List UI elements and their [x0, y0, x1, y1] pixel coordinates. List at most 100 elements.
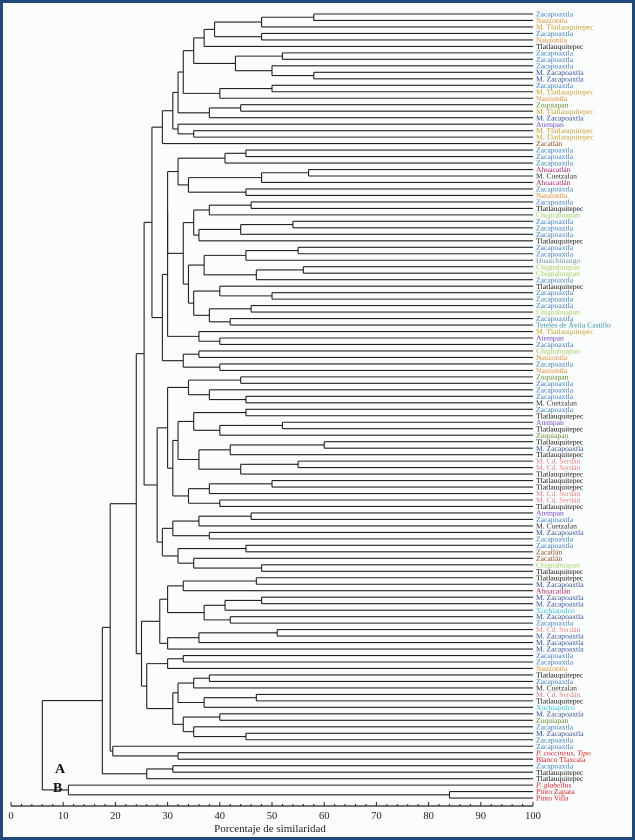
leaf-label: Tlatlauquitepec — [536, 282, 584, 291]
leaf-label: Chignahuapan — [536, 308, 580, 317]
leaf-label: M. Cuetzalan — [536, 398, 577, 407]
leaf-label: M. Cuetzalan — [536, 522, 577, 531]
leaf-label: Tlatlauquitepec — [536, 671, 584, 680]
leaf-label: Zacapoaxtla — [536, 61, 574, 70]
leaf-label: Zacapoaxtla — [536, 619, 574, 628]
leaf-label: M. Cuetzalan — [536, 172, 577, 181]
leaf-label: Zacapoaxtla — [536, 541, 574, 550]
leaf-label: Zacapoaxtla — [536, 275, 574, 284]
leaf-label: M. Tlatlauquitepec — [536, 87, 594, 96]
leaf-label: Chignahuapan — [536, 210, 580, 219]
tick-label: 100 — [525, 811, 541, 822]
x-axis-title: Porcentaje de similaridad — [214, 823, 326, 835]
leaf-label: Teteles de Ávila Castillo — [536, 320, 611, 330]
leaf-label: M. Cd. Serdán — [536, 463, 580, 472]
leaf-label: P. glabellus — [535, 781, 571, 790]
leaf-label: M. Zacapoaxtla — [536, 729, 584, 738]
leaf-label: Zacapoaxtla — [536, 10, 574, 19]
leaf-label: Atempan — [536, 120, 564, 129]
leaf-label: M. Cd. Serdán — [536, 489, 580, 498]
leaf-label: Zacapoaxtla — [536, 217, 574, 226]
leaf-label: Chignahuapan — [536, 269, 580, 278]
leaf-label: M. Cuetzalan — [536, 684, 577, 693]
leaf-label: Nauzontla — [536, 36, 568, 45]
tick-label: 60 — [319, 811, 330, 822]
leaf-label: Pinto Villa — [536, 794, 569, 803]
tick-label: 70 — [371, 811, 382, 822]
leaf-label: Tlatlauquitepec — [536, 470, 584, 479]
leaf-label: Zacapoaxtla — [536, 677, 574, 686]
leaf-label: M. Zacapoaxtla — [536, 68, 584, 77]
leaf-label: Zacapoaxtla — [536, 392, 574, 401]
leaf-label: Zacapoaxtla — [536, 651, 574, 660]
leaf-label: M. Zacapoaxtla — [536, 528, 584, 537]
leaf-label: Tlatlauquitepec — [536, 774, 584, 783]
leaf-label: Zacapoaxtla — [536, 722, 574, 731]
leaf-label: Tlatlauquitepec — [536, 411, 584, 420]
leaf-label: Pinto Zapata — [536, 787, 575, 796]
leaf-label: Zacatlán — [536, 554, 562, 563]
leaf-label: Zacapoaxtla — [536, 385, 574, 394]
leaf-label: Nauzontla — [536, 191, 568, 200]
leaf-label: Zacapoaxtla — [536, 360, 574, 369]
tick-label: 40 — [215, 811, 226, 822]
leaf-label: Tlatlauquitepec — [536, 573, 584, 582]
leaf-label: Tlatlauquitepec — [536, 476, 584, 485]
leaf-label: Zacapoaxtla — [536, 198, 574, 207]
tick-label: 10 — [58, 811, 69, 822]
leaf-label: Zacapoaxtla — [536, 735, 574, 744]
leaf-label: Zacapoaxtla — [536, 658, 574, 667]
leaf-label: Zacapoaxtla — [536, 295, 574, 304]
leaf-label: Zacapoaxtla — [536, 379, 574, 388]
leaf-label: Zacapoaxtla — [536, 249, 574, 258]
dendrogram-links — [41, 13, 533, 799]
leaf-label: M. Tlatlauquitepec — [536, 327, 594, 336]
leaf-label: Huauchinango — [536, 256, 580, 265]
leaf-label: M. Zacapoaxtla — [536, 612, 584, 621]
leaf-label: Tlatlauquitepec — [536, 768, 584, 777]
leaf-label: Zacapoaxtla — [536, 534, 574, 543]
leaf-label: Zacapoaxtla — [536, 314, 574, 323]
leaf-label: M. Zacapoaxtla — [536, 638, 584, 647]
leaf-label: Tlatlauquitepec — [536, 236, 584, 245]
leaf-label: Xochiapulco — [536, 703, 575, 712]
leaf-label: M. Tlatlauquitepec — [536, 23, 594, 32]
leaf-label: Zoquiapan — [536, 100, 569, 109]
leaf-label: Zacatlán — [536, 139, 562, 148]
leaf-label: M. Cd. Serdán — [536, 690, 580, 699]
leaf-label: Nauzontla — [536, 366, 568, 375]
leaf-label: Tlatlauquitepec — [536, 567, 584, 576]
leaf-label: Zacapoaxtla — [536, 230, 574, 239]
leaf-label: M. Zacapoaxtla — [536, 113, 584, 122]
leaf-label: M. Zacapoaxtla — [536, 74, 584, 83]
tick-label: 20 — [110, 811, 121, 822]
leaf-label: Tlatlauquitepec — [536, 450, 584, 459]
leaf-label: Zacapoaxtla — [536, 152, 574, 161]
tick-label: 80 — [423, 811, 434, 822]
leaf-label: Chignahuapan — [536, 262, 580, 271]
leaf-label: M. Cd. Serdán — [536, 496, 580, 505]
leaf-label: Zacapoaxtla — [536, 340, 574, 349]
leaf-label: Ahuacatlán — [536, 178, 571, 187]
leaf-label: Tlatlauquitepec — [536, 437, 584, 446]
leaf-label: Zoquiapan — [536, 431, 569, 440]
x-axis: 0 10 20 30 40 50 60 70 80 90 100 — [8, 802, 541, 822]
leaf-label: Zacapoaxtla — [536, 288, 574, 297]
leaf-label: Zacapoaxtla — [536, 29, 574, 38]
leaf-label: Zacapoaxtla — [536, 405, 574, 414]
leaf-label: M. Cd. Serdán — [536, 625, 580, 634]
cluster-label-a: A — [55, 762, 66, 777]
leaf-label: P. coccineus, Tipo — [535, 748, 591, 757]
leaf-label: Tlatlauquitepec — [536, 502, 584, 511]
leaf-label: M. Zacapoaxtla — [536, 709, 584, 718]
leaf-label: Zacapoaxtla — [536, 55, 574, 64]
leaf-label: Xochiapulco — [536, 606, 575, 615]
cluster-label-b: B — [53, 781, 62, 796]
leaf-label: Zacapoaxtla — [536, 185, 574, 194]
leaf-label: Nauzontla — [536, 664, 568, 673]
leaf-label: Zacapoaxtla — [536, 48, 574, 57]
leaf-label: Chignahuapan — [536, 347, 580, 356]
leaf-label: Tlatlauquitepec — [536, 696, 584, 705]
leaf-label: M. Zacapoaxtla — [536, 632, 584, 641]
